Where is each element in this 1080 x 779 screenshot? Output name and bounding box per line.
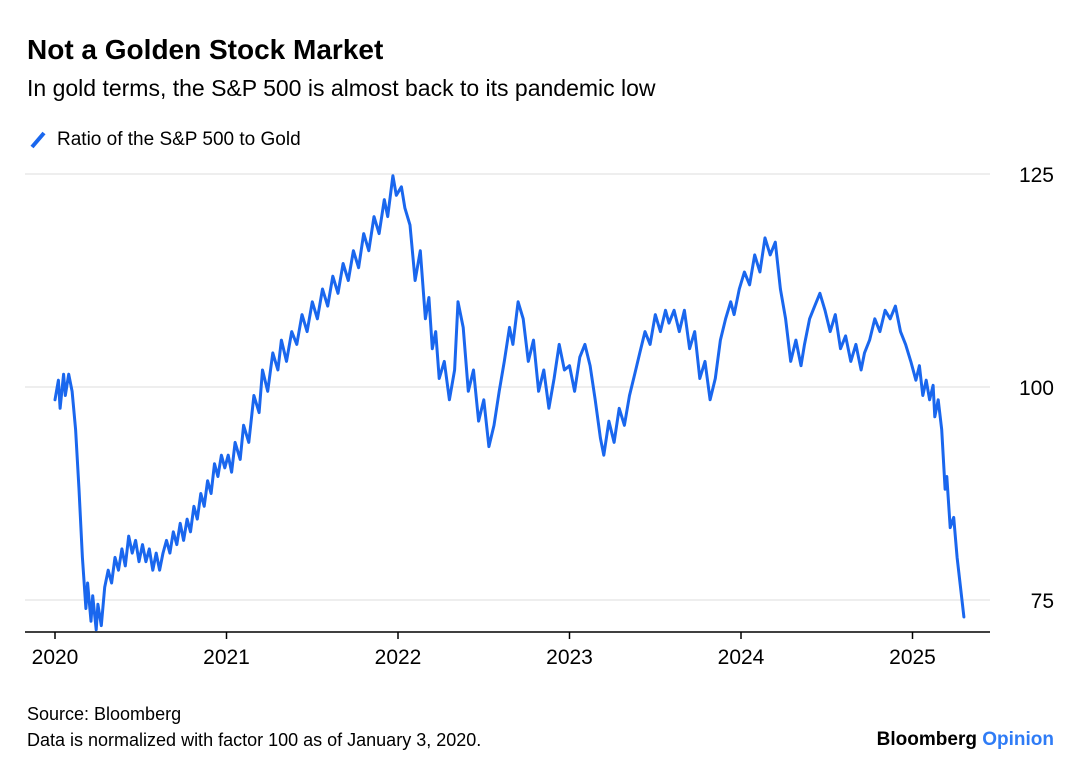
- series-line: [53, 174, 966, 632]
- y-axis-label: 100: [1019, 377, 1054, 400]
- y-axis-label: 125: [1019, 164, 1054, 187]
- footnote: Data is normalized with factor 100 as of…: [27, 730, 482, 750]
- bloomberg-opinion-logo: Bloomberg Opinion: [877, 729, 1054, 751]
- legend-series-label: Ratio of the S&P 500 to Gold: [57, 129, 301, 150]
- branding-brand: Bloomberg: [876, 729, 977, 750]
- x-axis-label: 2020: [32, 646, 79, 669]
- page-subtitle: In gold terms, the S&P 500 is almost bac…: [27, 75, 656, 101]
- source-line: Source: Bloomberg: [27, 704, 182, 724]
- x-axis-label: 2022: [375, 646, 422, 669]
- y-axis-label: 75: [1031, 590, 1054, 613]
- x-axis-label: 2024: [718, 646, 765, 669]
- legend: Ratio of the S&P 500 to Gold: [28, 129, 301, 151]
- page-title: Not a Golden Stock Market: [27, 34, 384, 65]
- x-axis-label: 2025: [889, 646, 936, 669]
- branding-product: Opinion: [982, 729, 1054, 750]
- x-axis-label: 2021: [203, 646, 250, 669]
- series-color-swatch-icon: [28, 130, 48, 150]
- x-axis-label: 2023: [546, 646, 593, 669]
